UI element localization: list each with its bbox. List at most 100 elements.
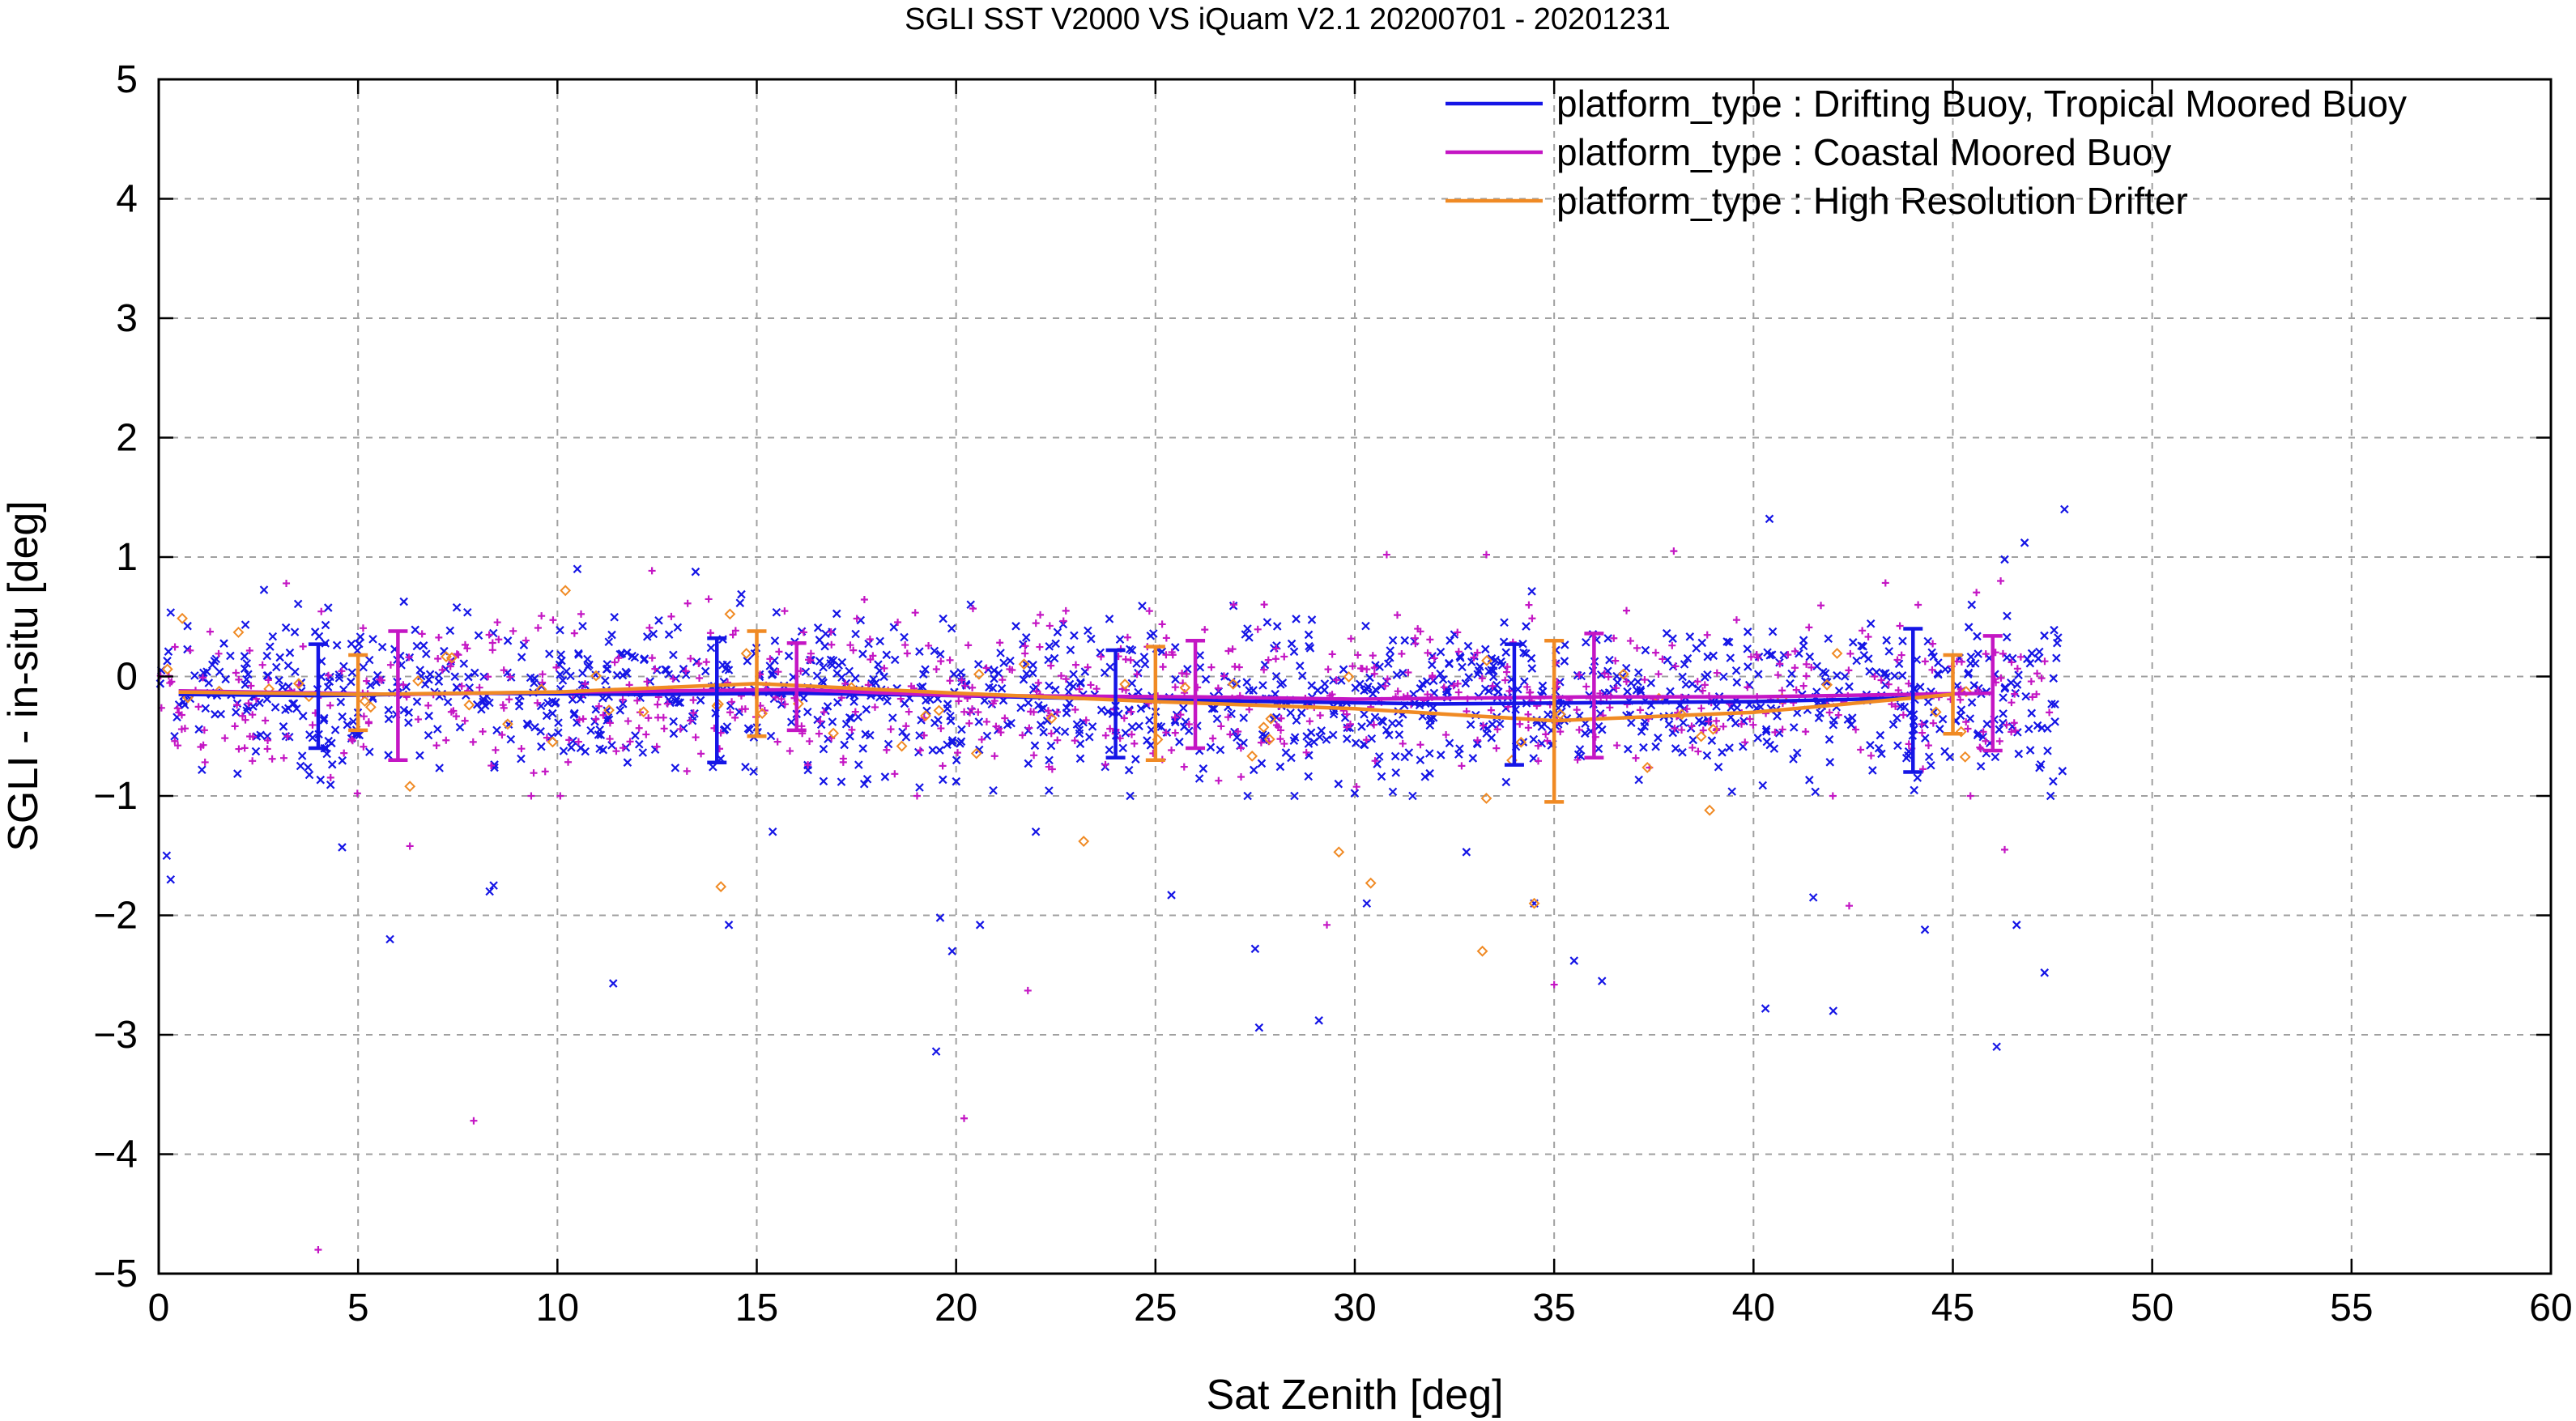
scatter-point [946,717,956,725]
scatter-point [1352,783,1360,791]
scatter-point [355,730,364,740]
scatter-point [921,665,930,674]
scatter-point [231,722,239,730]
scatter-point [368,635,377,644]
scatter-point [479,672,488,681]
scatter-point [939,614,947,623]
x-tick-label: 5 [347,1287,369,1330]
scatter-point [1272,645,1280,653]
scatter-point [183,621,192,631]
scatter-point [1207,663,1216,671]
scatter-point [851,674,860,683]
scatter-point [1666,687,1675,696]
scatter-point [828,640,836,649]
scatter-point [309,721,317,729]
scatter-point [538,612,546,620]
scatter-point [268,755,276,763]
scatter-point [1257,738,1265,747]
scatter-point [1976,762,1986,771]
scatter-point [1473,649,1481,657]
scatter-point [349,717,358,726]
scatter-point [849,646,858,654]
scatter-point [1179,704,1188,713]
scatter-point [1364,682,1373,691]
scatter-point [1030,708,1038,716]
scatter-point [799,693,808,703]
scatter-point [1867,751,1876,759]
scatter-point [1260,601,1268,609]
scatter-point [304,763,313,772]
scatter-point [621,667,630,677]
scatter-point [1382,551,1390,559]
scatter-point [1519,648,1528,657]
scatter-point [827,628,835,636]
scatter-point [1652,649,1660,657]
scatter-point [1596,670,1606,679]
scatter-point [488,646,496,654]
scatter-point [1641,675,1649,683]
scatter-point [1386,653,1394,662]
scatter-point [1692,644,1701,653]
scatter-point [1771,728,1779,736]
scatter-point [1388,636,1398,645]
y-tick-label: −1 [93,775,138,818]
scatter-point [492,725,501,735]
scatter-point [2033,654,2043,663]
scatter-point [2014,749,2024,759]
scatter-point [682,667,690,675]
scatter-point [1738,720,1746,728]
scatter-point [433,725,442,734]
scatter-point [1929,652,1938,662]
scatter-point [1556,728,1565,736]
scatter-point [911,609,919,617]
scatter-point [1051,685,1060,695]
scatter-point [1481,654,1492,666]
scatter-point [1135,721,1143,730]
scatter-point [615,706,625,715]
scatter-point [845,713,854,722]
scatter-point [634,739,644,749]
scatter-point [1722,637,1731,646]
scatter-point [1773,712,1782,721]
scatter-point [1075,685,1084,693]
scatter-point [564,758,573,766]
scatter-point [683,599,692,607]
scatter-point [1297,708,1306,717]
scatter-point [463,645,471,653]
scatter-point [1967,600,1977,610]
scatter-point [815,730,823,738]
scatter-point [939,775,947,785]
scatter-point [1383,675,1391,683]
scatter-point [1123,633,1131,641]
scatter-point [1245,705,1254,713]
scatter-point [955,697,963,705]
scatter-point [242,659,252,668]
scatter-point [1852,656,1861,666]
scatter-point [1227,678,1239,690]
scatter-point [296,761,305,771]
scatter-point [689,708,697,717]
scatter-point [1671,744,1680,753]
scatter-point [464,672,473,682]
scatter-point [745,725,754,734]
scatter-point [385,934,394,944]
scatter-point [424,711,433,721]
scatter-point [1047,730,1055,738]
scatter-point [689,696,697,704]
scatter-point [1069,670,1078,679]
scatter-point [1127,722,1137,732]
scatter-point [1808,893,1818,902]
scatter-point [1139,653,1149,662]
scatter-point [1097,653,1105,661]
scatter-point [731,627,739,635]
scatter-point [819,744,828,754]
scatter-point [1105,615,1114,623]
scatter-point [415,666,425,674]
scatter-point [889,623,899,632]
scatter-point [1297,671,1307,680]
scatter-point [1260,660,1270,670]
scatter-point [858,649,867,658]
scatter-point [1792,686,1800,694]
scatter-point [1323,921,1331,929]
